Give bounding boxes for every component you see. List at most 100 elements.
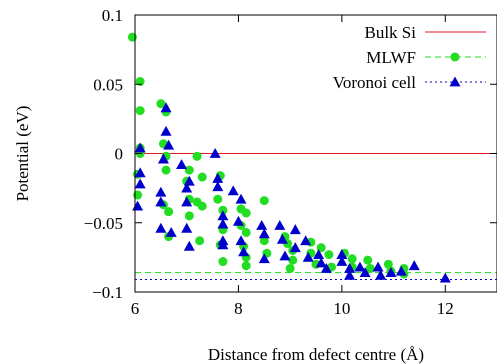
voronoi-cell-point: [256, 220, 268, 230]
voronoi-cell-point: [336, 256, 348, 266]
mlwf-point: [184, 211, 194, 221]
x-tick-label: 10: [333, 299, 350, 318]
mlwf-point: [347, 254, 357, 264]
voronoi-cell-point: [181, 182, 193, 193]
voronoi-cell-point: [232, 215, 244, 226]
voronoi-cell-point: [134, 167, 146, 178]
voronoi-cell-point: [212, 172, 224, 183]
x-tick-label: 12: [437, 299, 454, 318]
mlwf-point: [135, 106, 145, 116]
voronoi-cell-point: [258, 228, 270, 239]
voronoi-cell-point: [181, 222, 193, 233]
voronoi-cell-point: [276, 233, 288, 244]
voronoi-cell-point: [165, 226, 177, 237]
mlwf-point: [192, 151, 202, 161]
voronoi-cell-point: [183, 240, 195, 251]
mlwf-point: [156, 99, 166, 109]
voronoi-cell-point: [274, 220, 286, 230]
voronoi-cell-point: [227, 185, 239, 196]
legend-label-mlwf: MLWF: [366, 48, 416, 67]
legend-label-bulk-si: Bulk Si: [365, 23, 417, 42]
mlwf-point: [164, 207, 174, 217]
mlwf-point: [218, 205, 228, 215]
voronoi-cell-point: [217, 218, 229, 229]
voronoi-cell-point: [344, 262, 356, 273]
x-tick-label: 8: [234, 299, 243, 318]
mlwf-point: [184, 165, 194, 175]
mlwf-point: [127, 32, 137, 42]
y-axis-label: Potential (eV): [13, 106, 32, 202]
legend-marker-voronoi-cell: [449, 76, 461, 87]
voronoi-cell-point: [375, 269, 387, 280]
voronoi-cell-point: [258, 253, 270, 264]
voronoi-cell-point: [320, 262, 332, 273]
legend: Bulk Si MLWF Voronoi cell: [333, 23, 486, 92]
voronoi-cell-point: [155, 196, 167, 207]
mlwf-point: [285, 263, 295, 273]
voronoi-cell-point: [313, 249, 325, 260]
mlwf-point: [197, 201, 207, 211]
voronoi-cell-point: [289, 224, 301, 235]
voronoi-cell-point: [439, 272, 451, 283]
mlwf-point: [218, 257, 228, 267]
voronoi-cell-point: [155, 186, 167, 197]
voronoi-cell-point: [359, 267, 371, 278]
voronoi-cell-point: [160, 102, 172, 113]
voronoi-cell-point: [160, 125, 172, 136]
mlwf-point: [197, 172, 207, 182]
voronoi-cell-point: [155, 222, 167, 233]
mlwf-point: [324, 250, 334, 260]
voronoi-cell-point: [134, 178, 146, 189]
voronoi-cell-point: [395, 265, 407, 276]
voronoi-cell-point: [336, 249, 348, 260]
voronoi-cell-point: [134, 142, 146, 153]
mlwf-point: [241, 227, 251, 237]
legend-label-voronoi-cell: Voronoi cell: [333, 73, 417, 92]
legend-marker-mlwf: [450, 52, 460, 62]
mlwf-point: [383, 259, 393, 269]
voronoi-cell-point: [157, 153, 169, 164]
mlwf-point: [259, 236, 269, 246]
mlwf-point: [195, 236, 205, 246]
mlwf-point: [133, 190, 143, 200]
y-tick-label: −0.1: [92, 283, 123, 302]
mlwf-point: [241, 261, 251, 271]
voronoi-cell-point: [372, 261, 384, 272]
y-tick-label: 0.1: [102, 6, 123, 25]
voronoi-cell-point: [217, 210, 229, 221]
mlwf-point: [161, 165, 171, 175]
y-tick-label: 0: [115, 145, 124, 164]
voronoi-cell-point: [176, 159, 188, 169]
mlwf-point: [363, 255, 373, 265]
voronoi-cell-point: [408, 260, 420, 271]
voronoi-cell-point: [289, 242, 301, 253]
voronoi-cell-point: [181, 196, 193, 207]
mlwf-point: [288, 255, 298, 265]
voronoi-cell-point: [344, 269, 356, 280]
voronoi-cell-point: [238, 246, 250, 257]
voronoi-cell-point: [209, 148, 221, 158]
y-tick-label: −0.05: [84, 214, 123, 233]
voronoi-cell-point: [385, 267, 397, 278]
mlwf-point: [365, 263, 375, 273]
x-tick-label: 6: [131, 299, 140, 318]
y-tick-label: 0.05: [93, 75, 123, 94]
voronoi-cell-point: [279, 250, 291, 261]
voronoi-cell-point: [235, 235, 247, 246]
voronoi-cell-point: [300, 235, 312, 246]
voronoi-cell-point: [315, 257, 327, 268]
voronoi-cell-point: [212, 181, 224, 192]
voronoi-cell-point: [302, 251, 314, 262]
mlwf-point: [241, 208, 251, 218]
voronoi-cell-point: [217, 239, 229, 250]
mlwf-point: [135, 76, 145, 86]
mlwf-point: [213, 194, 223, 204]
mlwf-point: [259, 196, 269, 206]
voronoi-cell-point: [354, 261, 366, 272]
voronoi-cell-point: [163, 139, 175, 150]
voronoi-cell-point: [235, 193, 247, 204]
x-axis-label: Distance from defect centre (Å): [208, 345, 424, 364]
axis-ticks: 6 8 10 12 −0.1 −0.05 0 0.05 0.1: [84, 6, 497, 318]
